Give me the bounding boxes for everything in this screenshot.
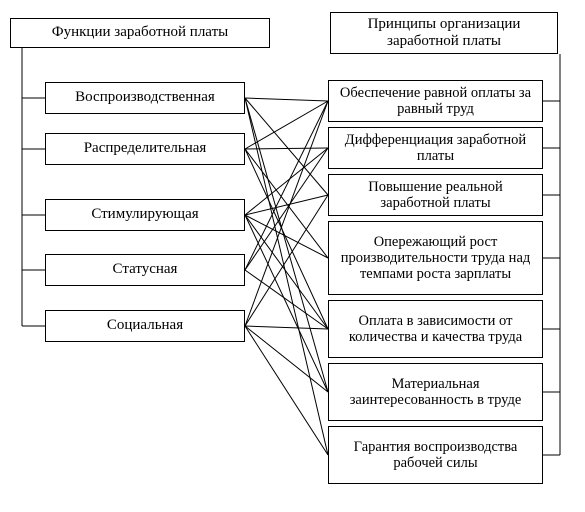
left-node-distributive: Распределительная bbox=[45, 133, 245, 165]
left-node-stimulating: Стимулирующая bbox=[45, 199, 245, 231]
left-node-status: Статусная bbox=[45, 254, 245, 286]
right-node-equal-pay: Обеспечение равной оплаты за равный труд bbox=[328, 80, 543, 122]
left-node-social: Социальная bbox=[45, 310, 245, 342]
left-header: Функции заработной платы bbox=[10, 18, 270, 48]
left-node-reproductive: Воспроизводственная bbox=[45, 82, 245, 114]
right-node-productivity: Опережающий рост производительности труд… bbox=[328, 221, 543, 295]
right-node-material-interest: Материальная заинтересованность в труде bbox=[328, 363, 543, 421]
right-header: Принципы организации заработной платы bbox=[330, 12, 558, 54]
right-node-real-wage: Повышение реальной заработной платы bbox=[328, 174, 543, 216]
right-node-quantity-quality: Оплата в зависимости от количества и кач… bbox=[328, 300, 543, 358]
right-node-differentiation: Дифференциация заработной платы bbox=[328, 127, 543, 169]
right-node-guarantee: Гарантия воспроизводства рабочей силы bbox=[328, 426, 543, 484]
